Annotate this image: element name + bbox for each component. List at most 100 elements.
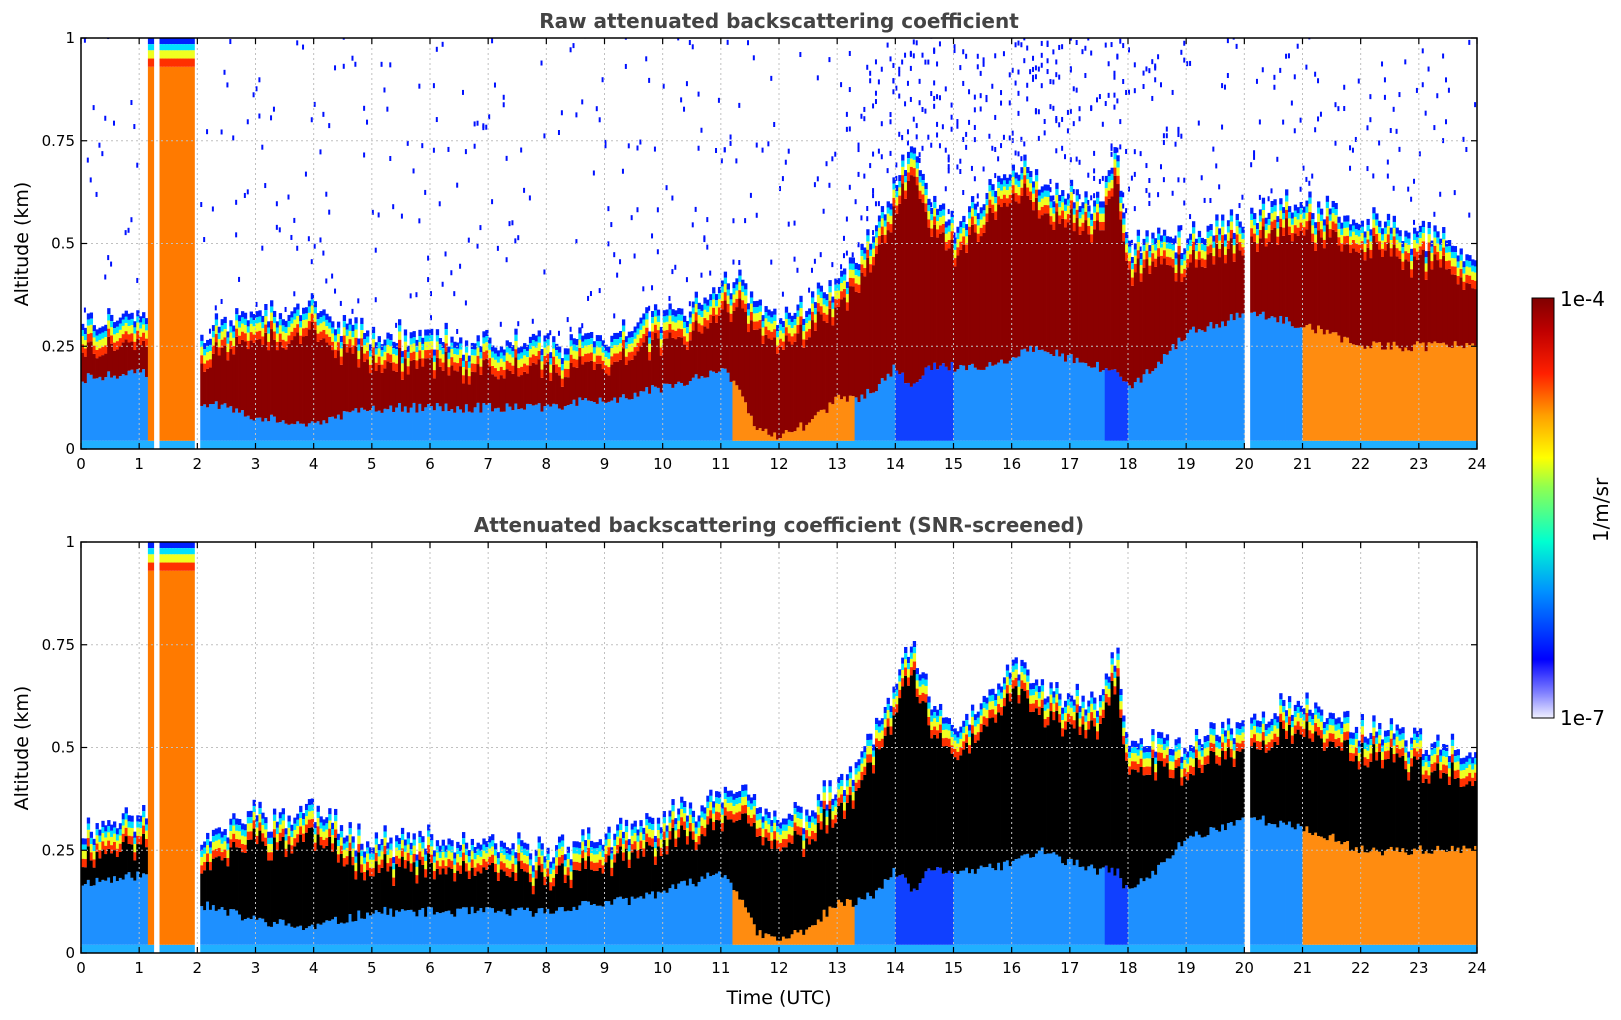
layer-edge-cell [601, 346, 605, 353]
layer-edge-cell [1331, 221, 1335, 230]
layer-edge-cell [802, 339, 806, 348]
layer-edge-cell [1427, 234, 1431, 243]
noise-speck [857, 242, 860, 248]
noise-speck [406, 140, 409, 146]
sublayer-cell [252, 420, 256, 441]
aerosol-layer-cell [1398, 258, 1402, 349]
surface-band [738, 440, 742, 449]
surface-band [1125, 440, 1129, 449]
layer-edge-cell [1319, 214, 1324, 221]
heatmap-column [712, 287, 716, 449]
layer-edge-cell [252, 314, 256, 321]
sublayer-cell [566, 405, 570, 441]
noise-speck [938, 143, 941, 149]
layer-edge-cell [973, 203, 978, 210]
noise-speck [427, 255, 430, 261]
layer-edge-cell [398, 339, 402, 349]
layer-edge-cell [1319, 208, 1324, 215]
sublayer-cell [1055, 349, 1059, 441]
heatmap-column [1453, 246, 1458, 449]
surface-band [1194, 440, 1199, 449]
noise-speck [1139, 151, 1142, 157]
layer-edge-cell [729, 313, 733, 323]
heatmap-column [1029, 170, 1033, 449]
layer-edge-cell [587, 353, 591, 362]
noise-speck [206, 129, 209, 135]
aerosol-layer-cell [502, 378, 507, 412]
layer-edge-cell [1328, 208, 1332, 215]
surface-band [1145, 440, 1149, 449]
layer-edge-cell [255, 311, 259, 318]
layer-edge-cell [1258, 209, 1263, 216]
layer-edge-cell [505, 352, 509, 361]
heatmap-column [1226, 220, 1231, 449]
layer-edge-cell [267, 327, 271, 334]
layer-edge-cell [479, 366, 483, 375]
noise-speck [1072, 86, 1075, 92]
sublayer-cell [1261, 311, 1266, 441]
aerosol-layer-cell [162, 570, 166, 945]
aerosol-layer-cell [240, 339, 245, 411]
layer-edge-cell [293, 319, 297, 328]
surface-band [1221, 440, 1225, 449]
noise-speck [1165, 126, 1168, 132]
layer-edge-cell [938, 217, 943, 226]
sublayer-cell [415, 412, 419, 441]
layer-edge-cell [1154, 238, 1158, 245]
noise-speck [1392, 106, 1395, 112]
heatmap-column [991, 184, 995, 449]
layer-edge-cell [1215, 226, 1219, 235]
heatmap-column [395, 343, 399, 449]
surface-band [1081, 440, 1085, 449]
aerosol-layer-cell [1177, 254, 1181, 338]
surface-band [604, 440, 608, 449]
aerosol-layer-cell [176, 66, 181, 441]
layer-edge-cell [249, 323, 253, 333]
layer-edge-cell [997, 181, 1001, 189]
heatmap-column [412, 331, 416, 449]
layer-edge-cell [662, 316, 666, 323]
heatmap-column [220, 319, 224, 449]
noise-speck [1180, 133, 1183, 139]
heatmap-column [1148, 245, 1152, 449]
noise-speck [1442, 53, 1445, 59]
layer-edge-cell [528, 336, 533, 344]
aerosol-layer-cell [1128, 269, 1132, 386]
heatmap-column [601, 340, 605, 449]
surface-band [613, 440, 617, 449]
noise-speck [1069, 66, 1072, 72]
layer-edge-cell [1442, 233, 1446, 240]
layer-edge-cell [453, 341, 457, 348]
layer-edge-cell [171, 562, 175, 571]
noise-speck [857, 142, 860, 148]
layer-edge-cell [499, 366, 504, 376]
surface-band [953, 440, 957, 449]
layer-edge-cell [1468, 255, 1472, 262]
layer-edge-cell [1267, 219, 1271, 226]
sublayer-cell [956, 369, 960, 441]
surface-band [1090, 440, 1094, 449]
heatmap-column [805, 310, 809, 449]
layer-edge-cell [621, 325, 626, 332]
layer-edge-cell [377, 348, 381, 357]
surface-band [1113, 440, 1117, 449]
sublayer-cell [464, 404, 469, 441]
aerosol-layer-cell [1096, 220, 1100, 362]
layer-edge-cell [171, 542, 175, 549]
layer-edge-cell [1087, 217, 1091, 227]
layer-edge-cell [1328, 214, 1332, 221]
aerosol-layer-cell [374, 370, 379, 412]
heatmap-column [293, 307, 297, 449]
heatmap-column [392, 341, 396, 449]
surface-band [1235, 440, 1239, 449]
heatmap-column [104, 324, 108, 449]
aerosol-layer-cell [461, 383, 466, 413]
layer-edge-cell [566, 360, 570, 369]
surface-band [869, 440, 873, 449]
layer-edge-cell [874, 225, 879, 232]
noise-speck [89, 177, 92, 183]
heatmap-column [1285, 189, 1289, 449]
layer-edge-cell [688, 311, 693, 318]
sublayer-cell [1000, 359, 1004, 441]
aerosol-layer-cell [1258, 238, 1263, 315]
